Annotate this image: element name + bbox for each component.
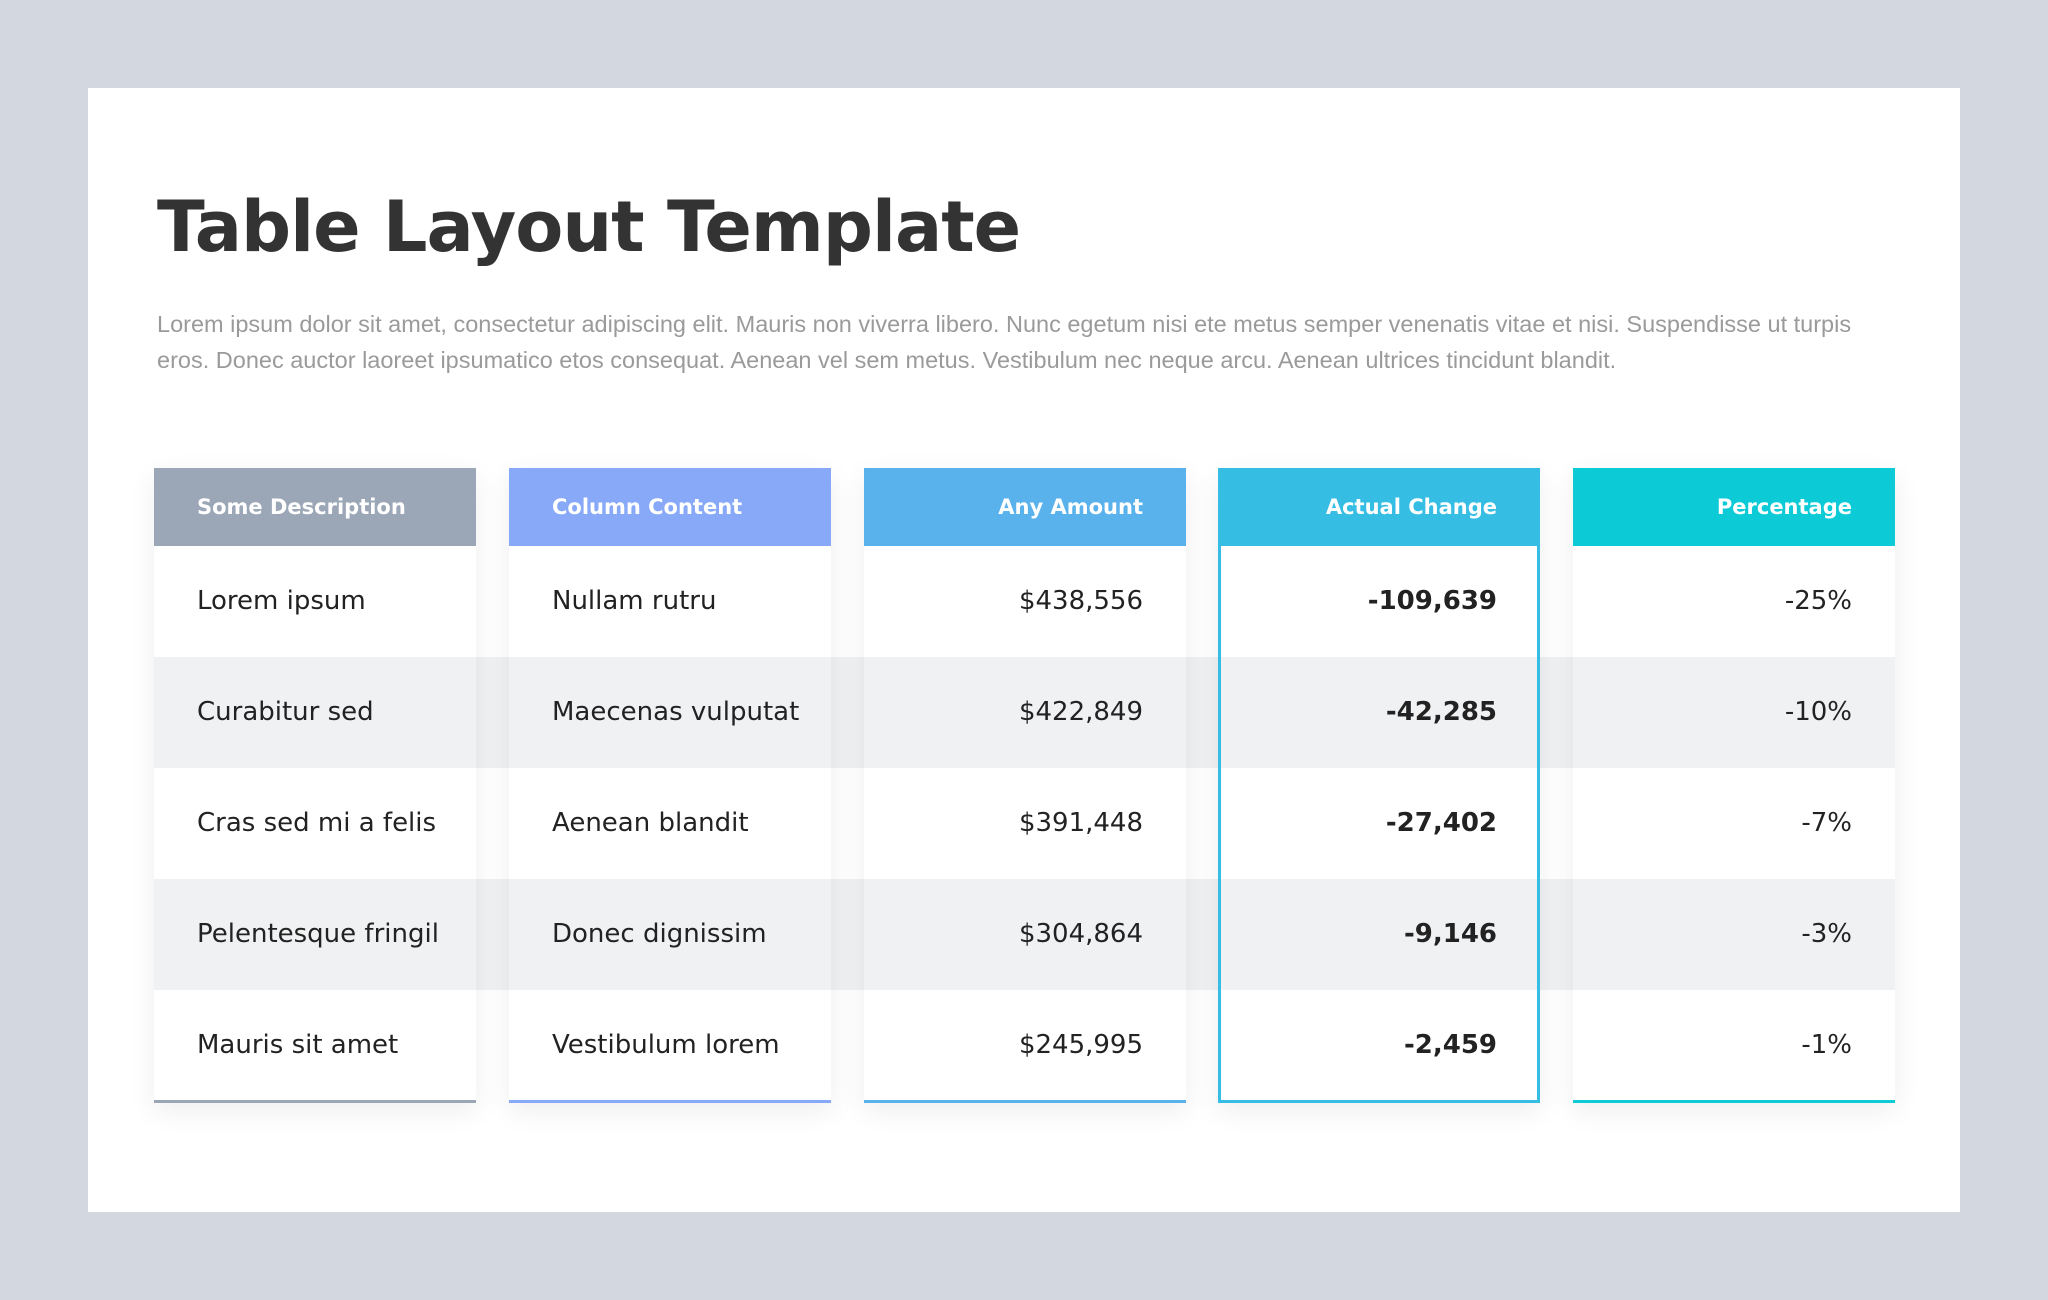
table-cell: $304,864 (864, 879, 1186, 990)
page-description: Lorem ipsum dolor sit amet, consectetur … (157, 311, 1852, 373)
header-content: Column Content (509, 468, 831, 546)
table-cell: -3% (1573, 879, 1895, 990)
table-cell: Vestibulum lorem (509, 990, 831, 1101)
table-cell: -2,459 (1218, 990, 1540, 1101)
table-cell: $438,556 (864, 546, 1186, 657)
table-cell: -27,402 (1218, 768, 1540, 879)
table-cell: Maecenas vulputat (509, 657, 831, 768)
column-percentage: Percentage -25% -10% -7% -3% -1% (1573, 468, 1895, 1103)
table-cell: Mauris sit amet (154, 990, 476, 1101)
table-cell: Donec dignissim (509, 879, 831, 990)
header-change: Actual Change (1218, 468, 1540, 546)
column-amount: Any Amount $438,556 $422,849 $391,448 $3… (864, 468, 1186, 1103)
table-cell: Curabitur sed (154, 657, 476, 768)
column-description: Some Description Lorem ipsum Curabitur s… (154, 468, 476, 1103)
table-cell: -1% (1573, 990, 1895, 1101)
header-amount: Any Amount (864, 468, 1186, 546)
table-cell: -42,285 (1218, 657, 1540, 768)
page-title: Table Layout Template (157, 186, 1021, 268)
table-cell: $391,448 (864, 768, 1186, 879)
table-cell: -109,639 (1218, 546, 1540, 657)
table-cell: -10% (1573, 657, 1895, 768)
table-cell: Nullam rutru (509, 546, 831, 657)
header-description: Some Description (154, 468, 476, 546)
table-cell: Aenean blandit (509, 768, 831, 879)
column-underline (864, 1100, 1186, 1103)
table-cell: Cras sed mi a felis (154, 768, 476, 879)
column-underline (1573, 1100, 1895, 1103)
column-underline (154, 1100, 476, 1103)
column-underline (509, 1100, 831, 1103)
table-cell: -25% (1573, 546, 1895, 657)
table-cell: -9,146 (1218, 879, 1540, 990)
header-percentage: Percentage (1573, 468, 1895, 546)
table-cell: Pelentesque fringil (154, 879, 476, 990)
column-content: Column Content Nullam rutru Maecenas vul… (509, 468, 831, 1103)
table-cell: -7% (1573, 768, 1895, 879)
table-cell: $422,849 (864, 657, 1186, 768)
column-change: Actual Change -109,639 -42,285 -27,402 -… (1218, 468, 1540, 1103)
table-cell: $245,995 (864, 990, 1186, 1101)
table-cell: Lorem ipsum (154, 546, 476, 657)
